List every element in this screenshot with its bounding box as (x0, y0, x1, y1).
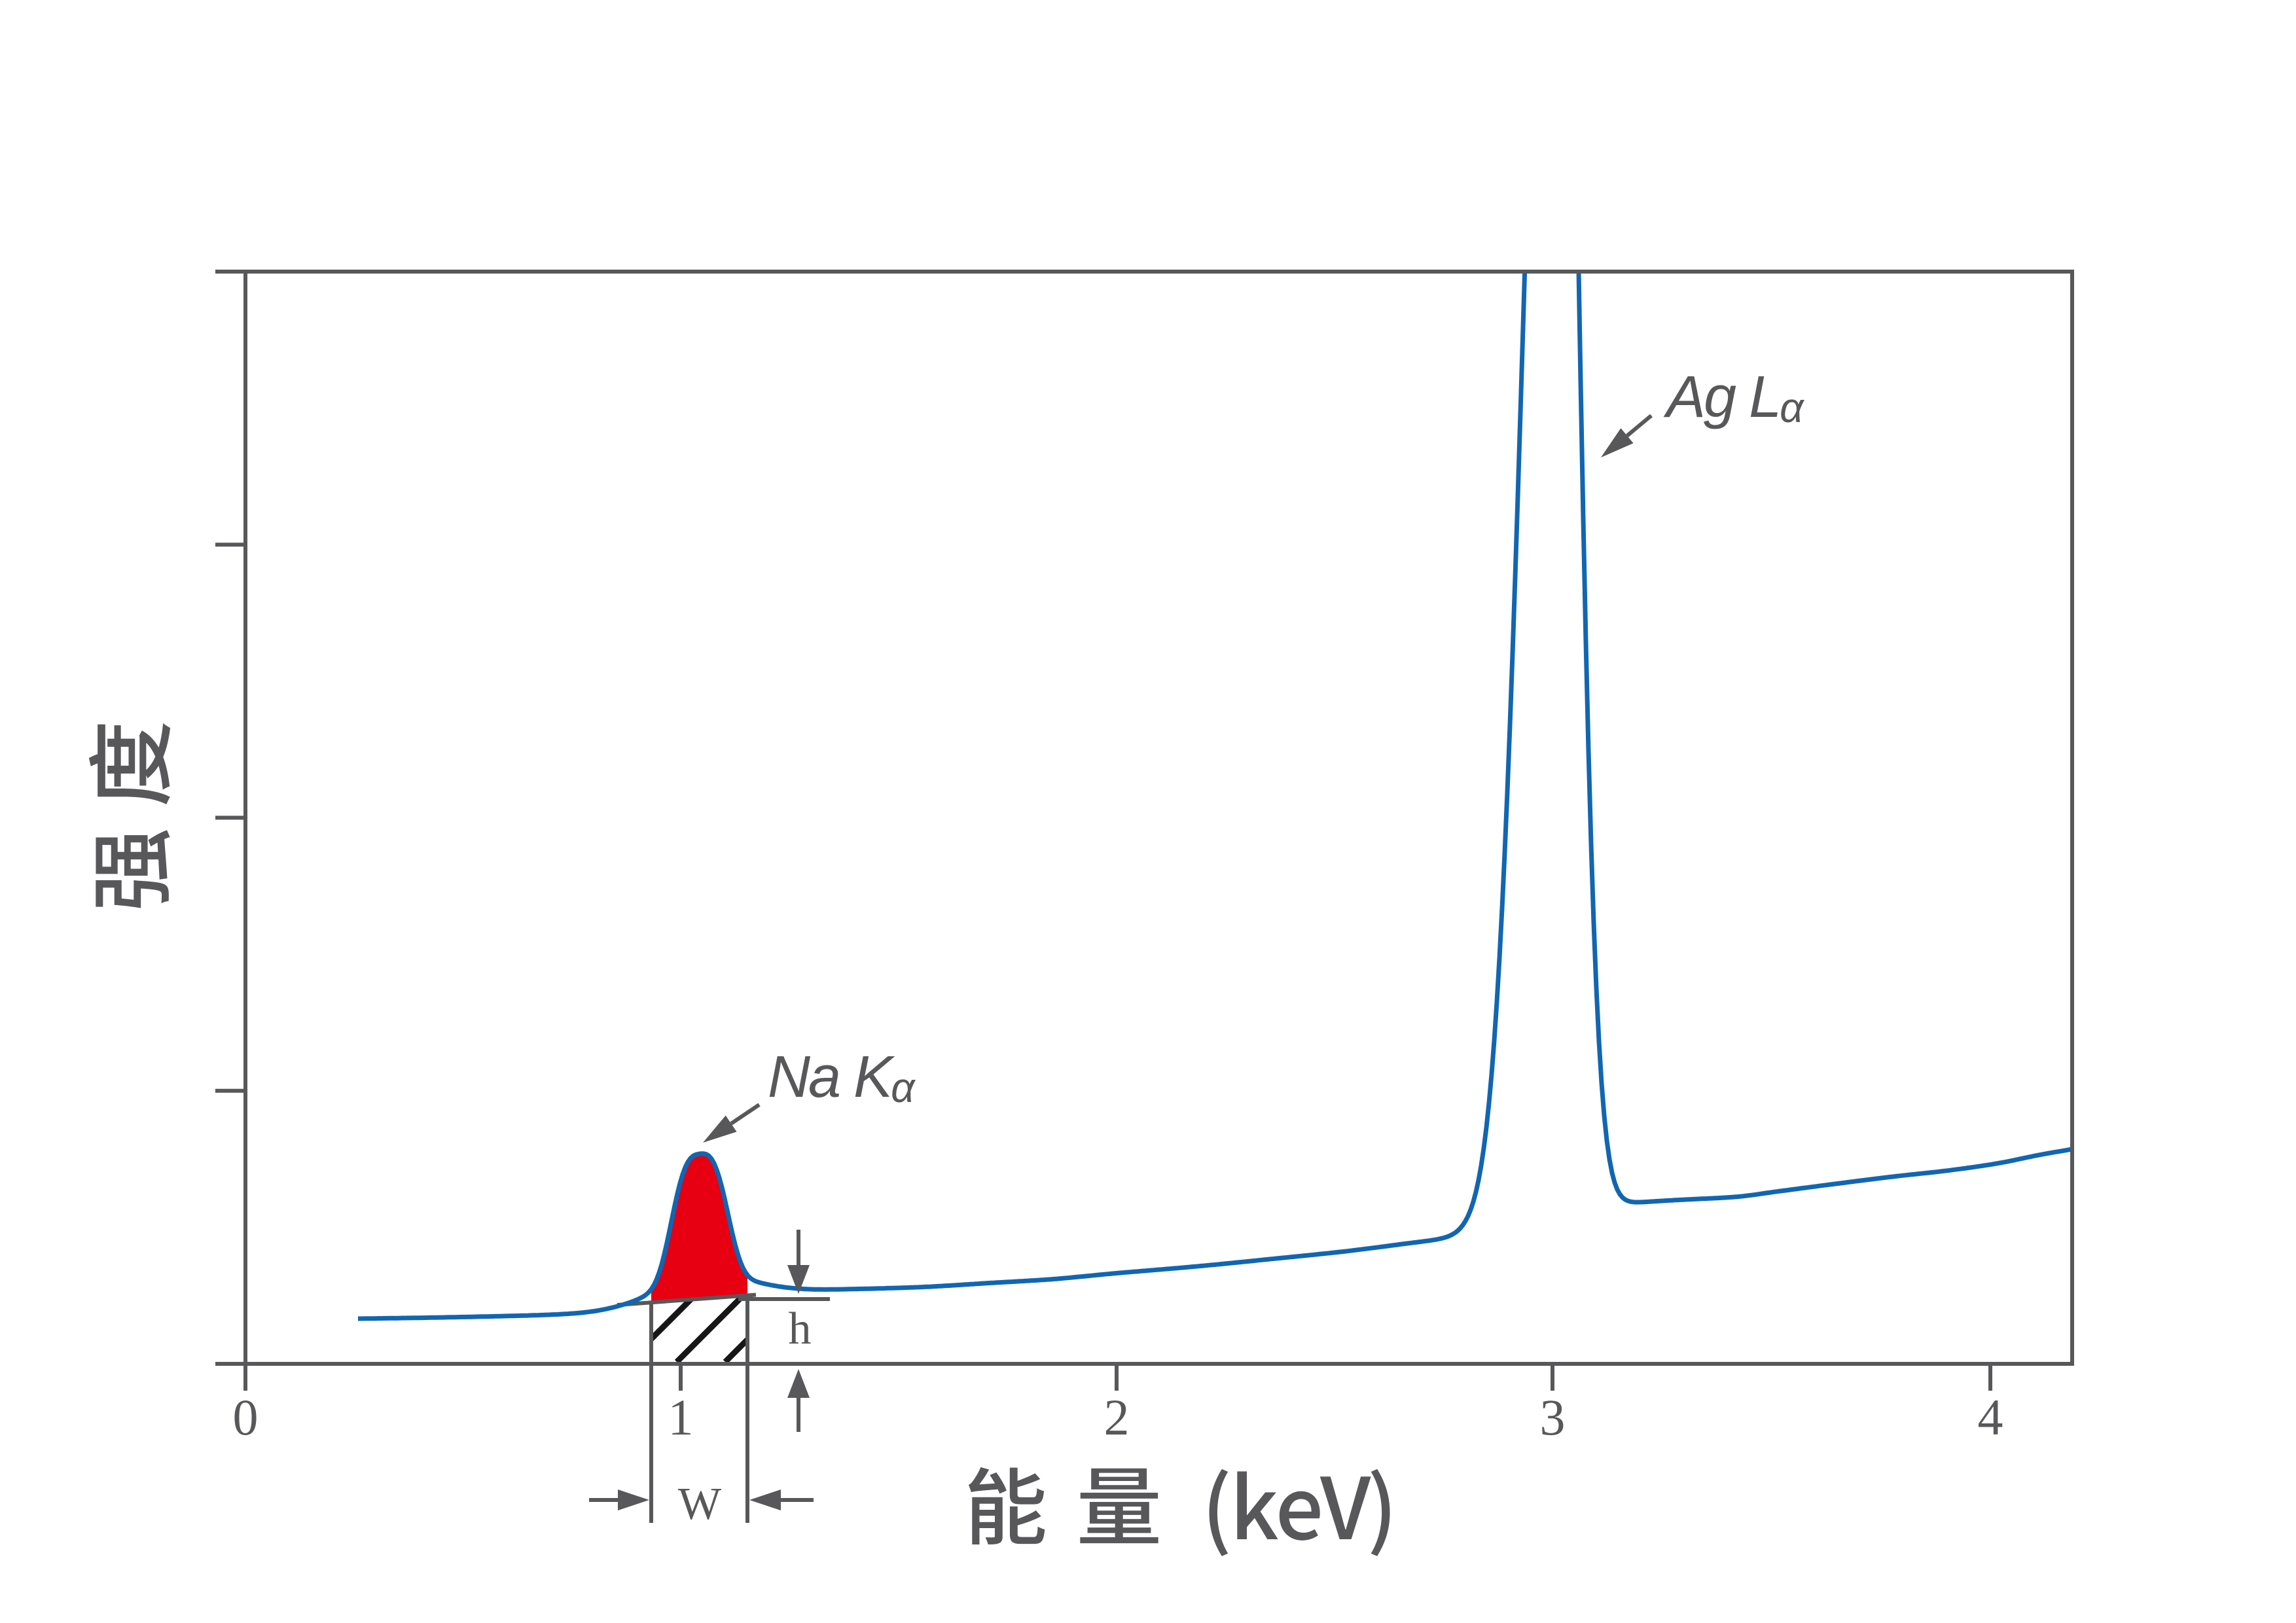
svg-text:W: W (678, 1479, 721, 1529)
svg-text:3: 3 (1540, 1389, 1566, 1446)
svg-text:4: 4 (1978, 1389, 2003, 1446)
svg-text:0: 0 (233, 1389, 259, 1446)
svg-text:h: h (789, 1304, 812, 1354)
svg-text:2: 2 (1104, 1389, 1130, 1446)
svg-text:1: 1 (668, 1389, 694, 1446)
